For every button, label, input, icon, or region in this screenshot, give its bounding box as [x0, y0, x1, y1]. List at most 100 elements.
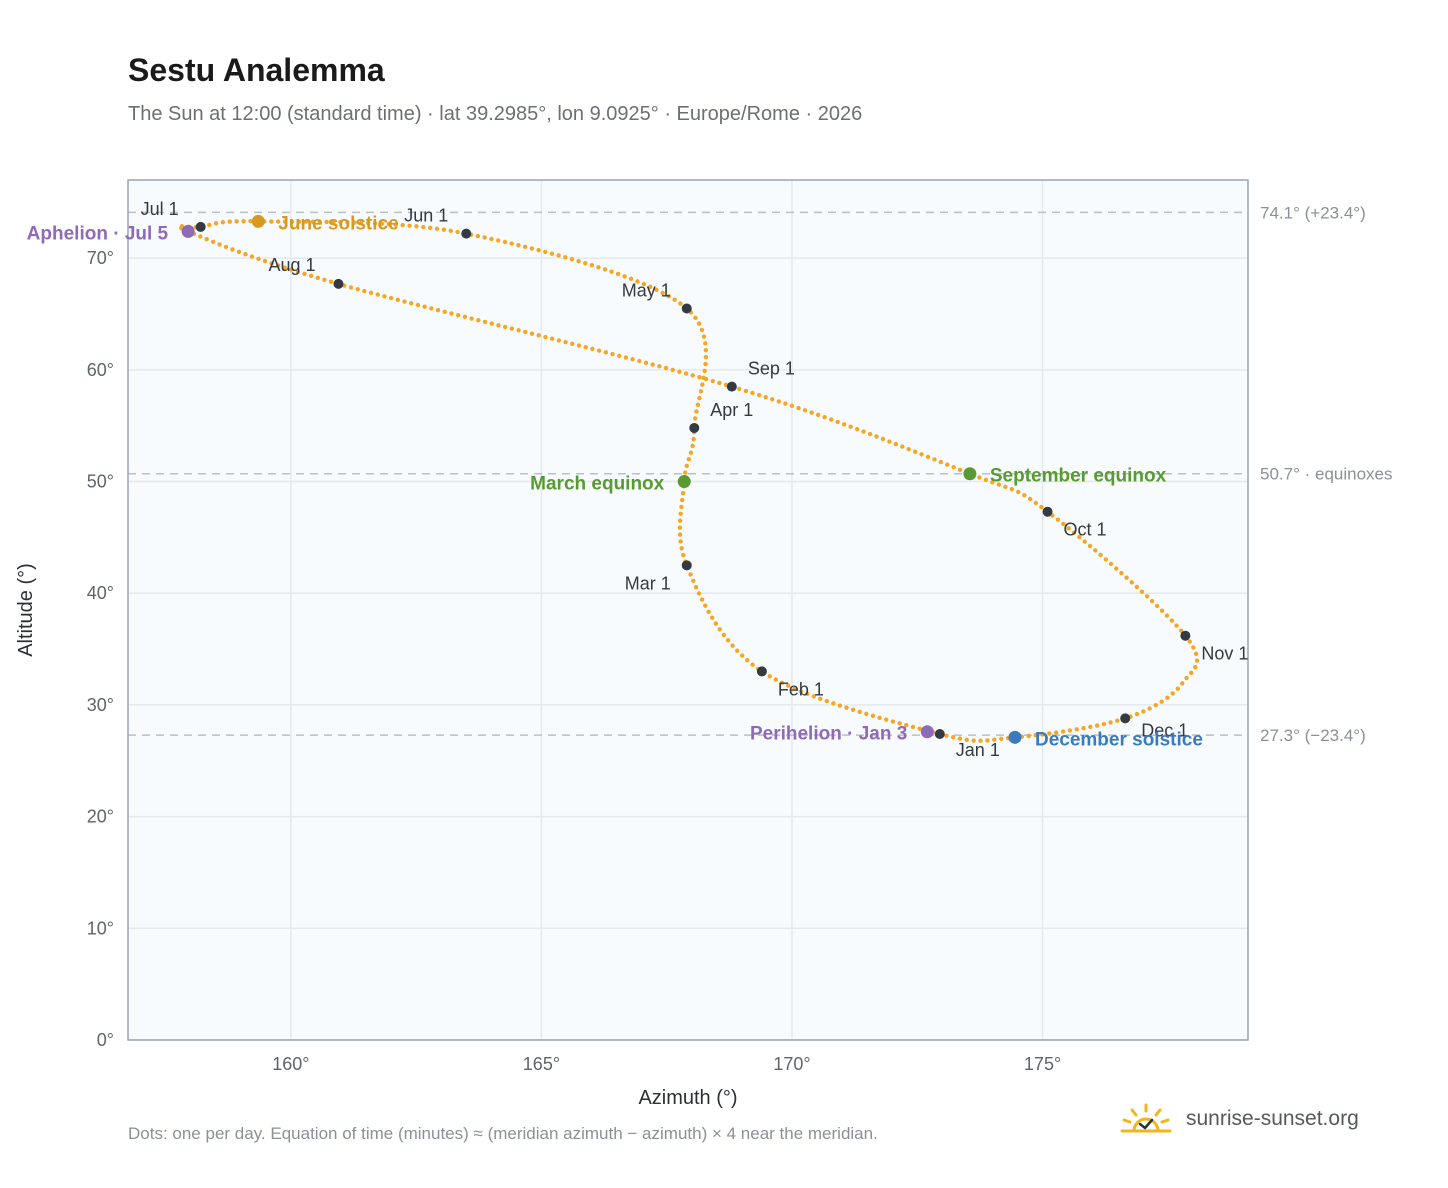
event-marker-dot — [1008, 730, 1022, 744]
day-dot — [773, 677, 779, 682]
day-dot — [289, 219, 295, 224]
day-dot — [992, 737, 997, 742]
day-dot — [372, 221, 378, 226]
day-dot — [678, 511, 683, 517]
day-dot — [828, 417, 834, 422]
day-dot — [256, 256, 261, 262]
day-dot — [696, 321, 702, 326]
day-dot — [227, 219, 232, 224]
brand-text[interactable]: sunrise-sunset.org — [1186, 1107, 1359, 1130]
plot-background — [128, 180, 1248, 1040]
day-dot — [710, 378, 715, 384]
day-dot — [990, 480, 995, 485]
day-dot — [897, 721, 902, 726]
day-dot — [302, 271, 307, 277]
day-dot — [739, 653, 745, 658]
month-markers: Jan 1 Feb 1 Mar 1 Apr 1 May 1 Jun 1 Jul 1 Aug 1… — [141, 199, 1249, 760]
day-dot — [677, 532, 683, 537]
day-dot — [1026, 733, 1031, 739]
day-dot — [697, 395, 702, 401]
day-dot — [867, 431, 873, 437]
day-dot — [1159, 608, 1165, 613]
day-dot — [837, 703, 843, 708]
day-dot — [1067, 728, 1073, 733]
day-dot — [617, 353, 622, 358]
day-dot — [957, 736, 963, 741]
day-dot — [402, 299, 407, 304]
day-dot — [509, 241, 514, 246]
day-dot — [884, 717, 889, 722]
day-dot — [647, 284, 653, 290]
day-dot — [683, 371, 689, 376]
day-dot — [427, 225, 433, 231]
day-dot — [207, 222, 212, 228]
day-dot — [317, 219, 322, 225]
day-dot — [683, 470, 688, 475]
day-dot — [706, 609, 711, 614]
day-dot — [1093, 548, 1098, 553]
day-dot — [1169, 618, 1175, 623]
chart-subtitle: The Sun at 12:00 (standard time) · lat 3… — [128, 103, 863, 125]
day-dot — [422, 304, 427, 309]
day-dot — [721, 632, 727, 638]
day-dot — [556, 253, 561, 258]
day-dot — [489, 236, 494, 242]
day-dot — [964, 737, 969, 742]
day-dot — [365, 220, 371, 226]
day-dot — [476, 318, 481, 323]
day-dot — [400, 222, 405, 228]
day-dot — [691, 578, 696, 584]
day-dot — [1188, 670, 1194, 676]
day-dot — [654, 287, 659, 292]
day-dot — [783, 401, 788, 406]
day-dot — [415, 302, 421, 308]
x-tick-label: 160° — [272, 1054, 309, 1074]
day-dot — [556, 338, 562, 343]
day-dot — [236, 249, 242, 255]
month-marker-dot — [934, 728, 945, 739]
day-dot — [848, 424, 853, 429]
day-dot — [977, 475, 982, 480]
day-dot — [448, 228, 453, 233]
y-axis-label: Altitude (°) — [15, 563, 37, 657]
day-dot — [874, 434, 879, 439]
day-dot — [609, 269, 614, 274]
month-marker-dot — [195, 221, 206, 232]
day-dot — [352, 220, 357, 225]
day-dot — [703, 348, 709, 353]
day-dot — [622, 274, 627, 279]
month-marker-dot — [333, 278, 344, 289]
day-dot — [328, 279, 334, 284]
day-dot — [945, 462, 950, 467]
day-dot — [686, 457, 692, 462]
day-dot — [1129, 580, 1134, 585]
day-dot — [1115, 718, 1120, 723]
footnote: Dots: one per day. Equation of time (min… — [128, 1124, 878, 1143]
day-dot — [763, 394, 768, 400]
y-tick-label: 0° — [97, 1030, 114, 1050]
day-dot — [693, 584, 699, 590]
day-dot — [1055, 517, 1061, 522]
day-dot — [678, 301, 683, 306]
day-dot — [359, 220, 364, 225]
day-dot — [1061, 521, 1066, 527]
month-marker-label: May 1 — [622, 280, 671, 300]
day-dot — [831, 701, 836, 706]
day-dot — [701, 375, 706, 380]
day-dot — [698, 389, 704, 394]
axis-ticks: 160° 165° 170° 175° 0° 10° 20° 30° 40° 50° 60° 70° — [87, 248, 1061, 1074]
day-dot — [407, 223, 412, 228]
day-dot — [210, 239, 216, 245]
day-dot — [179, 224, 185, 229]
brand-logo[interactable]: sunrise-sunset.org — [1120, 1102, 1359, 1136]
day-dot — [703, 603, 708, 608]
day-dot — [589, 263, 595, 268]
day-dot — [462, 314, 468, 320]
day-dot — [536, 333, 541, 338]
day-dot — [1141, 709, 1146, 714]
month-marker-label: Oct 1 — [1064, 520, 1107, 540]
day-dot — [1147, 706, 1152, 711]
day-dot — [709, 615, 715, 620]
day-dot — [796, 405, 801, 411]
